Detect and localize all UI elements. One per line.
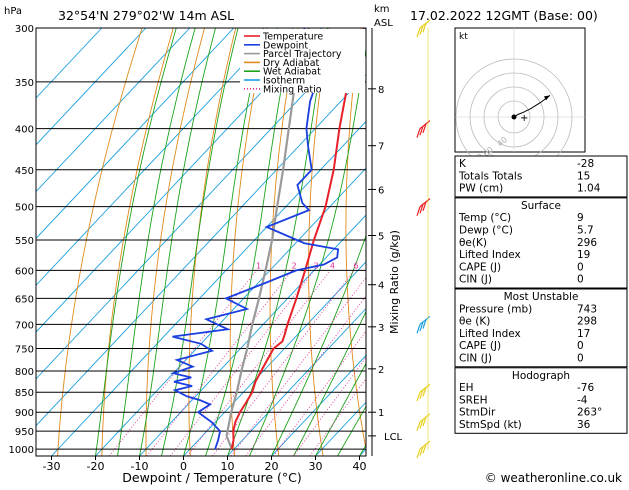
- mixing-ratio-label: 15: [408, 261, 418, 270]
- mixing-ratio-label: 4: [330, 261, 335, 270]
- x-tick-label: -20: [87, 460, 105, 473]
- pressure-tick-label: 400: [15, 125, 34, 136]
- pressure-tick-label: 450: [15, 166, 34, 177]
- hodograph-table-row-label: StmSpd (kt): [459, 419, 522, 431]
- indices-table-row-label: K: [459, 158, 467, 170]
- x-tick-label: 40: [352, 460, 366, 473]
- surface-table-row-label: Dewp (°C): [459, 225, 513, 237]
- pressure-tick-label: 1000: [9, 445, 34, 456]
- km-tick-label: LCL: [384, 432, 403, 443]
- wind-barbs: [417, 20, 430, 458]
- pressure-tick-label: 500: [15, 203, 34, 214]
- hodograph-table-row-label: StmDir: [459, 407, 496, 419]
- indices-table-row-label: Totals Totals: [458, 170, 522, 182]
- hodograph-storm-marker: +: [520, 113, 528, 124]
- km-tick-label: 1: [378, 408, 384, 419]
- x-tick-label: 30: [308, 460, 322, 473]
- km-tick-label: 2: [378, 365, 384, 376]
- km-label: km: [374, 4, 390, 15]
- surface-table-row-label: CAPE (J): [459, 261, 501, 273]
- hodograph-table-title: Hodograph: [512, 370, 570, 382]
- wind-barb-flag: [417, 392, 420, 401]
- pressure-tick-label: 600: [15, 266, 34, 277]
- hodograph-unit-label: kt: [459, 32, 468, 42]
- x-axis-title: Dewpoint / Temperature (°C): [122, 470, 301, 485]
- surface-table-row-label: CIN (J): [459, 274, 492, 286]
- hodograph: kt4060120+: [455, 28, 585, 175]
- indices-tables: K -28 Totals Totals 15 PW (cm) 1.04 Surface Tem…: [455, 156, 627, 433]
- surface-table-title: Surface: [521, 200, 561, 212]
- hodograph-table-row-value: -76: [577, 382, 594, 394]
- wind-barb-flag: [417, 207, 420, 216]
- pressure-tick-label: 950: [15, 427, 34, 438]
- hodograph-table-row-value: -4: [577, 394, 588, 406]
- hodograph-table-row-label: EH: [459, 382, 474, 394]
- hodograph-table-row-value: 263°: [577, 407, 602, 419]
- pressure-tick-label: 800: [15, 367, 34, 378]
- surface-table-row-label: Lifted Index: [459, 249, 521, 261]
- hpa-label: hPa: [4, 6, 22, 17]
- km-tick-label: 4: [378, 281, 384, 292]
- pressure-tick-label: 300: [15, 24, 34, 35]
- pressure-tick-label: 550: [15, 236, 34, 247]
- pressure-tick-label: 350: [15, 78, 34, 89]
- x-tick-label: -30: [43, 460, 61, 473]
- pressure-tick-label: 700: [15, 320, 34, 331]
- indices-table-row-value: 15: [577, 170, 590, 182]
- mixing-ratio-label: 6: [354, 261, 359, 270]
- wind-barb-flag: [417, 28, 420, 37]
- most-unstable-table-row-label: CIN (J): [459, 353, 492, 365]
- km-tick-label: 7: [378, 142, 384, 153]
- mixing-ratio-label: 2: [292, 261, 297, 270]
- most-unstable-table-row-value: 298: [577, 316, 597, 328]
- mixing-ratio-label: 25: [442, 261, 452, 270]
- pressure-tick-label: 650: [15, 294, 34, 305]
- surface-table-row-label: Temp (°C): [458, 212, 511, 224]
- indices-table-row-value: -28: [577, 158, 594, 170]
- most-unstable-table-row-label: θe (K): [459, 316, 490, 328]
- hodograph-table-row-value: 36: [577, 419, 591, 431]
- km-tick-label: 6: [378, 185, 384, 196]
- surface-table-row-value: 0: [577, 261, 584, 273]
- legend-label: Mixing Ratio: [263, 84, 322, 95]
- surface-table-row-value: 19: [577, 249, 590, 261]
- surface-table-row-value: 296: [577, 237, 597, 249]
- hodograph-origin: [512, 115, 517, 120]
- hodograph-table-row-label: SREH: [459, 394, 488, 406]
- asl-label: ASL: [374, 18, 393, 29]
- most-unstable-table-row-value: 743: [577, 303, 597, 315]
- wind-barb-flag: [417, 422, 420, 431]
- most-unstable-table-row-value: 0: [577, 340, 584, 352]
- most-unstable-table-row-value: 0: [577, 353, 584, 365]
- location-title: 32°54'N 279°02'W 14m ASL: [58, 8, 234, 23]
- mixing-ratio-axis-title: Mixing Ratio (g/kg): [388, 230, 401, 334]
- surface-table-row-value: 9: [577, 212, 584, 224]
- mixing-ratio-label: 1: [256, 261, 261, 270]
- most-unstable-table-row-value: 17: [577, 328, 590, 340]
- most-unstable-table-row-label: Lifted Index: [459, 328, 521, 340]
- indices-table-row-label: PW (cm): [459, 183, 503, 195]
- datetime-title: 17.02.2022 12GMT (Base: 00): [410, 8, 598, 23]
- km-tick-label: 8: [378, 85, 384, 96]
- pressure-tick-label: 850: [15, 388, 34, 399]
- most-unstable-table-title: Most Unstable: [504, 291, 579, 303]
- indices-table-row-value: 1.04: [577, 183, 601, 195]
- pressure-tick-label: 750: [15, 344, 34, 355]
- most-unstable-table-row-label: Pressure (mb): [459, 303, 532, 315]
- surface-table-row-value: 0: [577, 274, 584, 286]
- pressure-tick-label: 900: [15, 408, 34, 419]
- footer-credit: © weatheronline.co.uk: [485, 471, 622, 485]
- wind-barb-flag: [417, 449, 420, 458]
- wind-barb-flag: [417, 324, 420, 333]
- km-tick-label: 5: [378, 232, 384, 243]
- surface-table-row-value: 5.7: [577, 225, 594, 237]
- km-tick-label: 3: [378, 323, 384, 334]
- most-unstable-table-row-label: CAPE (J): [459, 340, 501, 352]
- wind-barb-flag: [417, 129, 420, 138]
- surface-table-row-label: θe(K): [459, 237, 487, 249]
- mixing-ratio-label: 20: [427, 261, 437, 270]
